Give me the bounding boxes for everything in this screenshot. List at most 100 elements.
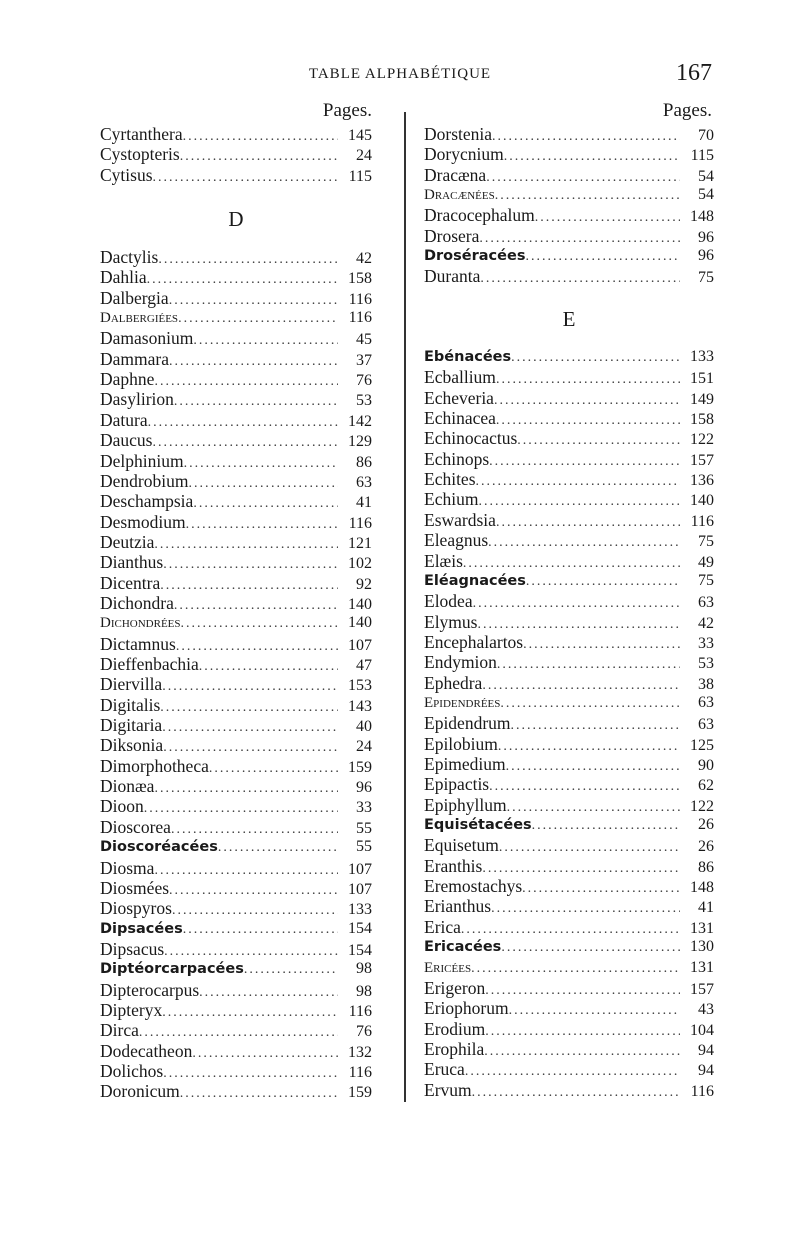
index-entry: Equisétacées 26 (424, 815, 714, 835)
index-entry: Digitaria 40 (100, 715, 372, 735)
entry-page: 75 (698, 571, 714, 589)
entry-page: 130 (690, 938, 714, 956)
index-entry: Doronicum 159 (100, 1081, 372, 1101)
entry-name: Epidendrées (424, 694, 501, 711)
entry-name: Dieffenbachia (100, 654, 199, 674)
entry-page: 140 (348, 614, 372, 632)
entry-name: Dichondrées (100, 615, 181, 632)
entry-name: Dictamnus (100, 633, 176, 654)
column-divider (404, 112, 406, 1102)
index-entry: Dioscoréacées 55 (100, 837, 372, 857)
index-entry: Diervilla 153 (100, 674, 372, 694)
entry-page: 125 (690, 736, 714, 754)
index-entry: Epiphyllum 122 (424, 795, 714, 815)
entry-page: 158 (348, 270, 372, 288)
entry-page: 148 (690, 208, 714, 226)
entry-name: Erophila (424, 1038, 485, 1059)
entry-page: 33 (356, 799, 372, 817)
entry-name: Dalbergia (100, 287, 169, 308)
entry-name: Echium (424, 489, 479, 510)
entry-page: 70 (698, 127, 714, 144)
index-entry: Diosmées 107 (100, 878, 372, 898)
index-entry: Dendrobium 63 (100, 471, 372, 491)
entry-name: Epidendrum (424, 713, 511, 734)
index-entry: Erodium 104 (424, 1019, 714, 1039)
index-entry: Dodecatheon 132 (100, 1041, 372, 1061)
entry-name: Equisétacées (424, 817, 532, 834)
index-entry: Dracænées 54 (424, 185, 714, 205)
index-entry: Dioon 33 (100, 796, 372, 816)
entry-name: Epiphyllum (424, 794, 507, 815)
dot-leader (181, 614, 338, 634)
index-entry: Dipterocarpus 98 (100, 980, 372, 1000)
entry-name: Eswardsia (424, 509, 496, 530)
entry-page: 40 (356, 718, 372, 736)
entry-page: 41 (698, 899, 714, 917)
index-entry: Ericacées 130 (424, 937, 714, 957)
entry-page: 115 (690, 147, 714, 165)
index-entry: Deschampsia 41 (100, 491, 372, 511)
entry-name: Ebénacées (424, 349, 512, 365)
index-entry: Dirca 76 (100, 1020, 372, 1040)
entry-name: Eleagnus (424, 530, 489, 551)
entry-name: Dammara (100, 348, 169, 369)
entry-name: Dalbergiées (100, 310, 179, 327)
entry-name: Datura (100, 409, 148, 430)
entry-page: 86 (698, 858, 714, 876)
entry-page: 33 (698, 634, 714, 652)
page-number: 167 (676, 60, 712, 86)
index-entry: Dipsacées 154 (100, 919, 372, 939)
index-entry: Ebénacées 133 (424, 347, 714, 367)
entry-page: 54 (698, 186, 714, 204)
entry-page: 151 (690, 370, 714, 388)
entry-name: Echinops (424, 448, 490, 469)
index-entry: Erianthus 41 (424, 896, 714, 916)
entry-name: Dahlia (100, 267, 147, 288)
entry-page: 54 (698, 167, 714, 185)
entry-name: Dracæna (424, 164, 487, 185)
entry-name: Erianthus (424, 896, 492, 917)
entry-name: Deschampsia (100, 491, 194, 512)
index-entry: Dracocephalum 148 (424, 205, 714, 225)
entry-name: Equisetum (424, 835, 499, 856)
index-entry: Ephedra 38 (424, 673, 714, 693)
entry-name: Diospyros (100, 898, 172, 919)
index-entry: Erophila 94 (424, 1039, 714, 1059)
entry-page: 140 (690, 492, 714, 510)
entry-page: 116 (348, 1064, 372, 1081)
entry-name: Dicentra (100, 572, 161, 593)
entry-page: 107 (348, 880, 372, 898)
entry-page: 75 (698, 533, 714, 551)
entry-page: 142 (348, 412, 372, 430)
index-entry: Diptéorcarpacées 98 (100, 959, 372, 979)
entry-name: Ericacées (424, 939, 502, 956)
entry-page: 98 (356, 982, 372, 1000)
index-entry: Diospyros 133 (100, 898, 372, 918)
entry-page: 121 (348, 534, 372, 552)
entry-name: Drosera (424, 225, 480, 246)
index-entry: Dolichos 116 (100, 1061, 372, 1081)
index-entry: Eriophorum 43 (424, 998, 714, 1018)
entry-page: 136 (690, 472, 714, 490)
entry-page: 76 (356, 372, 372, 390)
pages-column-header-right: Pages. (662, 100, 712, 121)
entry-page: 63 (698, 716, 714, 734)
index-entry: Dactylis 42 (100, 247, 372, 267)
entry-page: 26 (698, 816, 714, 834)
entry-name: Eremostachys (424, 876, 523, 897)
index-entry: Dichondrées 140 (100, 613, 372, 633)
entry-name: Dionæa (100, 776, 155, 797)
entry-name: Delphinium (100, 450, 184, 471)
entry-page: 140 (348, 595, 372, 613)
entry-page: 116 (690, 512, 714, 530)
index-entry: Epilobium 125 (424, 734, 714, 754)
entry-name: Dianthus (100, 552, 164, 573)
entry-page: 42 (698, 614, 714, 632)
entry-name: Dracocephalum (424, 205, 535, 226)
index-entry: Deutzia 121 (100, 532, 372, 552)
index-entry: Dalbergiées 116 (100, 308, 372, 328)
entry-page: 116 (348, 514, 372, 532)
entry-name: Dirca (100, 1020, 139, 1041)
entry-name: Digitalis (100, 694, 161, 715)
index-entry: Daphne 76 (100, 369, 372, 389)
